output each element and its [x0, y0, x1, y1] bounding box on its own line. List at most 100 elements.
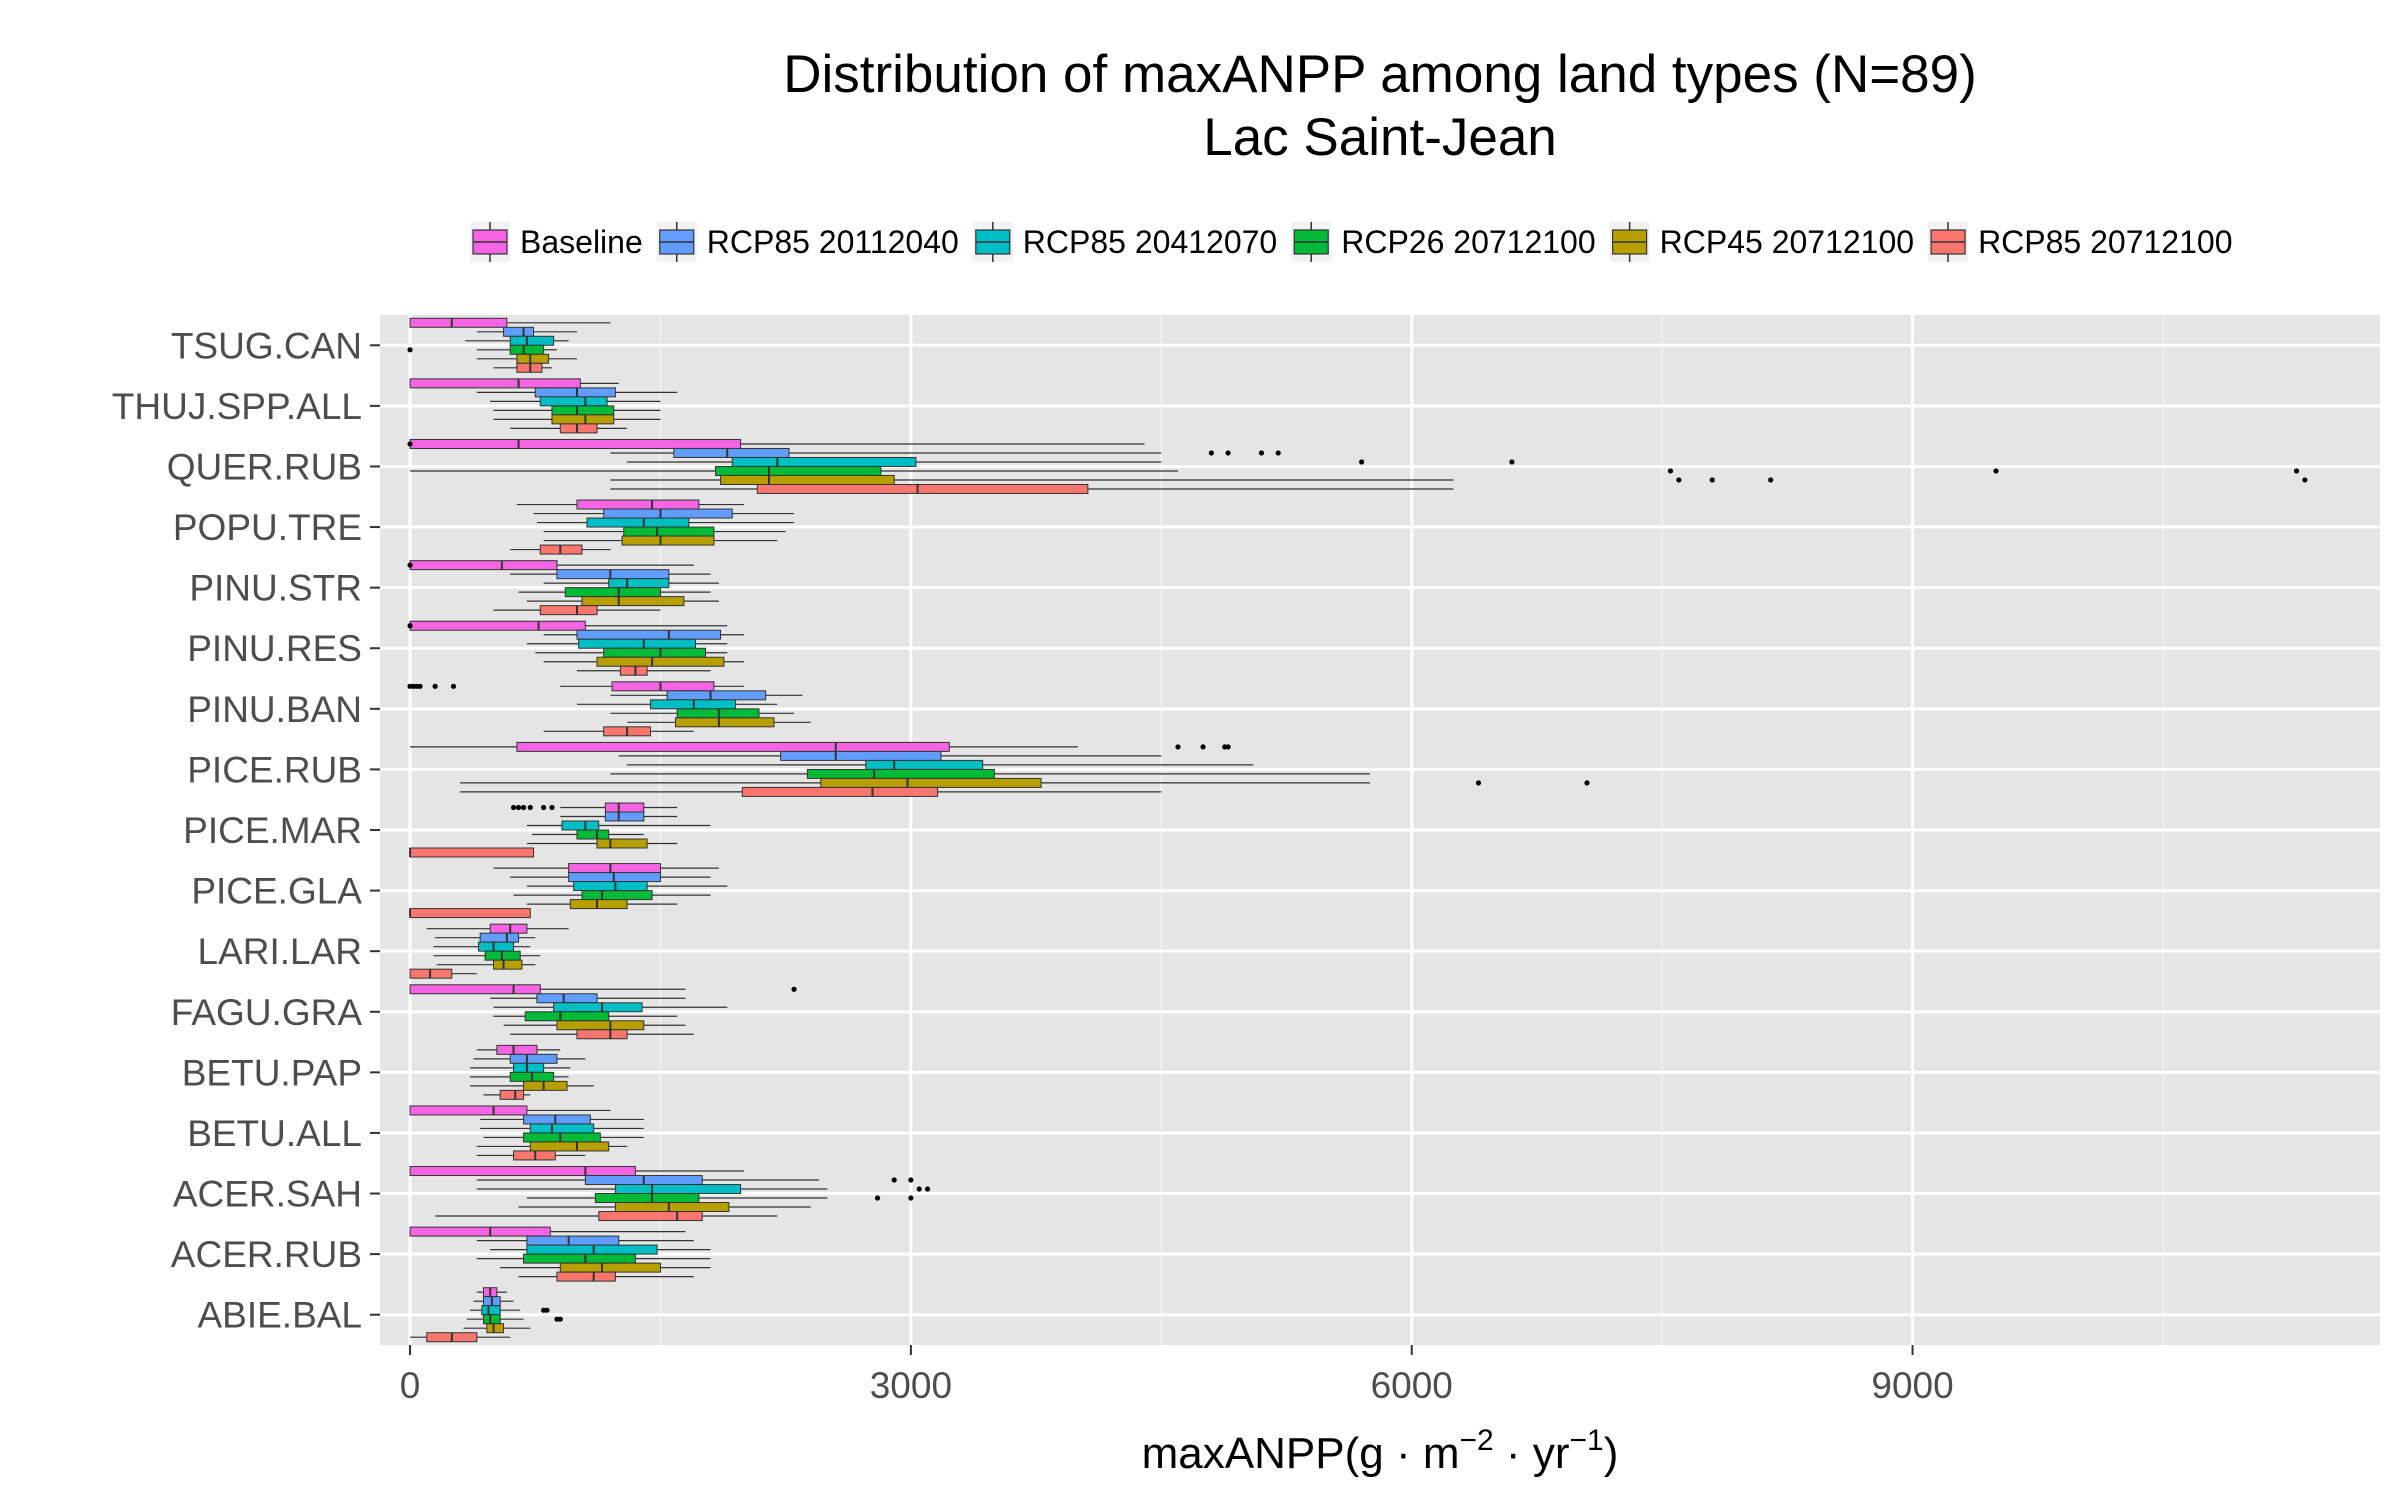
box: [509, 344, 545, 355]
y-tick-label: ABIE.BAL: [197, 1295, 362, 1336]
box: [569, 899, 628, 910]
box: [561, 820, 600, 831]
box: [556, 1020, 645, 1031]
box: [614, 1184, 742, 1195]
outlier-point: [1509, 459, 1515, 465]
y-tick-label: TSUG.CAN: [171, 325, 362, 366]
legend-label: RCP85 20412070: [1023, 224, 1277, 260]
box: [523, 1114, 591, 1125]
legend-label: RCP26 20712100: [1341, 224, 1595, 260]
box: [674, 717, 775, 728]
outlier-point: [2293, 468, 2300, 474]
box: [581, 890, 653, 901]
series-2: [433, 335, 1515, 1316]
x-tick-label: 9000: [1871, 1365, 1953, 1406]
box: [409, 560, 558, 571]
box: [720, 474, 895, 485]
box: [523, 1080, 568, 1091]
outlier-point: [1225, 450, 1231, 456]
outlier-point: [407, 623, 413, 629]
box: [516, 353, 550, 364]
box: [523, 1253, 636, 1264]
y-tick-label: BETU.ALL: [187, 1113, 362, 1154]
box: [596, 656, 725, 667]
box: [556, 1271, 616, 1282]
box: [496, 1044, 538, 1055]
box: [596, 838, 648, 849]
outlier-point: [510, 804, 517, 811]
series-1: [435, 326, 1281, 1307]
box: [604, 802, 645, 813]
outlier-point: [549, 804, 555, 811]
outlier-point: [1208, 450, 1214, 456]
box: [409, 378, 581, 389]
y-tick-label: PINU.STR: [189, 568, 362, 609]
y-tick-label: FAGU.GRA: [171, 992, 363, 1033]
outlier-point: [432, 683, 438, 689]
box: [486, 1323, 505, 1334]
outlier-point: [541, 804, 547, 811]
box: [536, 993, 598, 1004]
box: [409, 1226, 551, 1237]
box: [581, 596, 685, 607]
y-tick-label: ACER.RUB: [171, 1234, 362, 1275]
box: [493, 959, 523, 970]
box: [409, 317, 508, 328]
legend-label: RCP45 20712100: [1660, 224, 1914, 260]
box: [611, 681, 715, 692]
box: [603, 647, 707, 658]
box: [523, 1132, 601, 1143]
legend: Baseline RCP85 20112040 RCP85 20412070 RCP2…: [470, 222, 2232, 262]
y-tick-label: PICE.MAR: [183, 810, 362, 851]
legend-label: RCP85 20712100: [1978, 224, 2232, 260]
box: [556, 569, 670, 580]
legend-label: RCP85 20112040: [707, 224, 959, 260]
legend-item: RCP85 20712100: [1928, 222, 2232, 262]
box: [409, 438, 742, 449]
box: [608, 578, 670, 589]
outlier-point: [1175, 744, 1181, 750]
box: [534, 387, 616, 398]
y-tick-label: PICE.GLA: [191, 871, 362, 912]
box: [503, 326, 535, 337]
box: [731, 456, 917, 467]
outlier-point: [527, 804, 533, 811]
box: [623, 526, 715, 537]
legend-label: Baseline: [520, 224, 643, 260]
box: [741, 786, 939, 797]
outlier-point: [554, 1316, 560, 1322]
box: [559, 423, 598, 434]
box: [614, 1202, 730, 1213]
outlier-point: [1676, 477, 1682, 483]
outlier-point: [874, 1195, 881, 1201]
series-3: [407, 344, 2300, 1325]
y-tick-label: LARI.LAR: [197, 931, 362, 972]
box: [598, 1211, 703, 1222]
legend-item: Baseline: [470, 222, 643, 262]
box: [594, 1193, 700, 1204]
box-series: [407, 317, 2308, 1343]
x-tick-label: 6000: [1371, 1365, 1453, 1406]
legend-item: RCP85 20412070: [972, 222, 1277, 262]
box: [513, 1062, 545, 1073]
box: [539, 605, 598, 616]
box: [409, 620, 586, 631]
box: [483, 1314, 501, 1325]
box: [529, 1141, 610, 1152]
outlier-point: [2302, 477, 2308, 483]
y-tick-label: PICE.RUB: [187, 749, 362, 790]
outlier-point: [544, 1307, 550, 1313]
box: [509, 1053, 558, 1064]
outlier-point: [1768, 477, 1774, 483]
outlier-point: [1584, 780, 1590, 786]
outlier-point: [908, 1177, 914, 1183]
box: [477, 941, 515, 952]
box: [524, 1011, 610, 1022]
y-tick-label: PINU.RES: [187, 628, 362, 669]
box: [603, 508, 733, 519]
outlier-point: [407, 562, 413, 568]
series-4: [436, 353, 2308, 1334]
outlier-point: [1475, 780, 1482, 786]
outlier-point: [1200, 744, 1206, 750]
legend-item: RCP85 20112040: [656, 222, 959, 262]
